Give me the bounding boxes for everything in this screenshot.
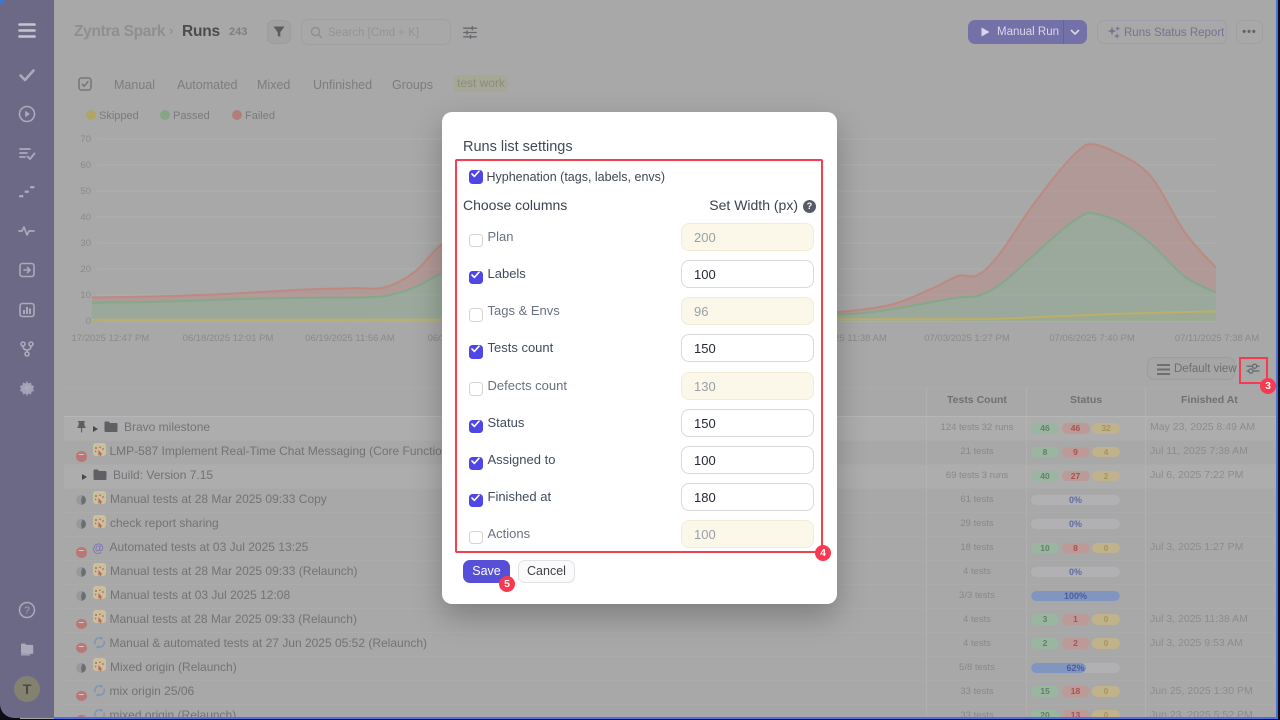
- svg-text:20: 20: [80, 264, 91, 275]
- svg-text:50: 50: [80, 186, 91, 197]
- svg-text:06/25/2025 11:38 AM: 06/25/2025 11:38 AM: [797, 333, 887, 344]
- svg-text:0: 0: [86, 316, 91, 327]
- svg-text:07/11/2025 7:38 AM: 07/11/2025 7:38 AM: [1175, 333, 1259, 344]
- svg-text:60: 60: [80, 160, 91, 171]
- svg-text:06/19/2025 11:56 AM: 06/19/2025 11:56 AM: [305, 333, 395, 344]
- svg-text:06/18/2025 12:01 PM: 06/18/2025 12:01 PM: [183, 333, 274, 344]
- svg-text:10: 10: [80, 290, 91, 301]
- svg-text:17/2025 12:47 PM: 17/2025 12:47 PM: [72, 333, 150, 344]
- svg-text:07/03/2025 1:27 PM: 07/03/2025 1:27 PM: [924, 333, 1010, 344]
- svg-text:40: 40: [80, 212, 91, 223]
- svg-text:70: 70: [80, 134, 91, 145]
- svg-text:?: ?: [24, 606, 30, 617]
- svg-text:07/06/2025 7:40 PM: 07/06/2025 7:40 PM: [1049, 333, 1135, 344]
- svg-text:30: 30: [80, 238, 91, 249]
